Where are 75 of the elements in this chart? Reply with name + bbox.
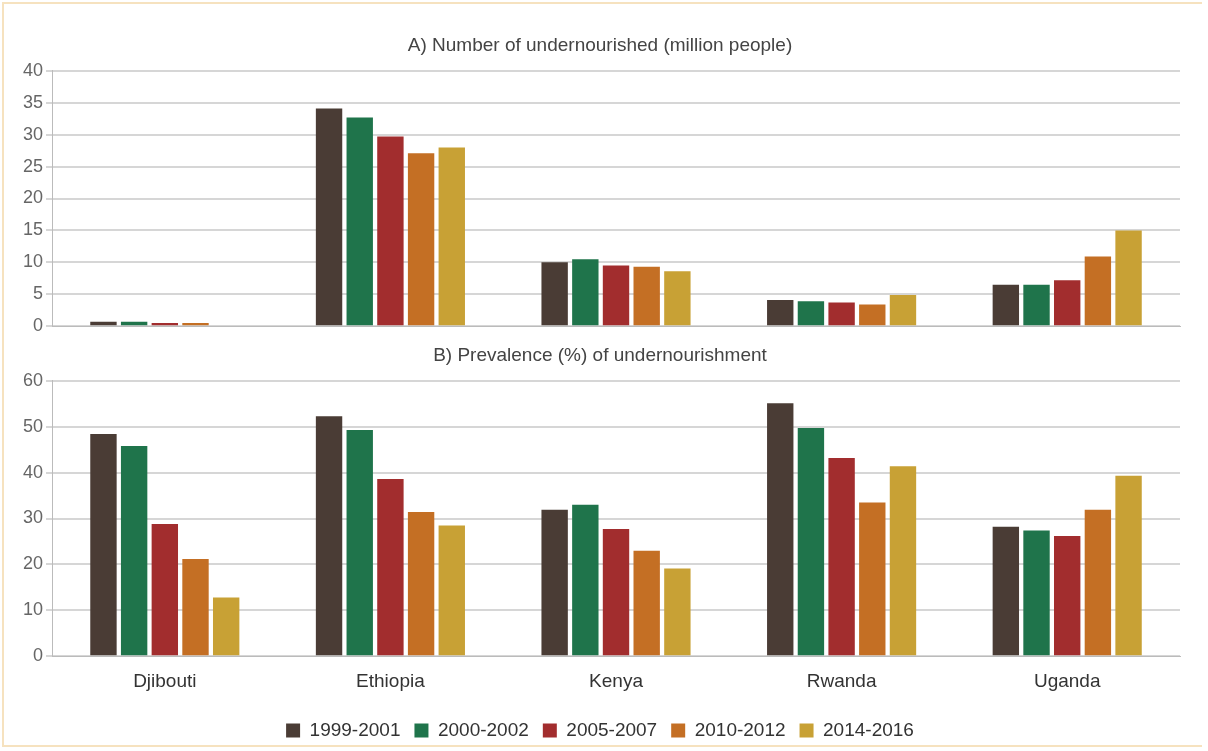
bar <box>438 525 465 656</box>
y-tick-label: 60 <box>22 369 44 390</box>
bar <box>182 323 209 326</box>
y-tick-label: 40 <box>22 461 44 482</box>
y-tick-label: 25 <box>22 155 44 176</box>
y-tick-label: 30 <box>22 123 44 144</box>
bar <box>889 294 917 326</box>
bar <box>1054 535 1081 656</box>
bar <box>407 153 435 326</box>
bar <box>315 108 343 326</box>
bar <box>828 302 855 326</box>
bar <box>572 504 599 656</box>
bar <box>1054 280 1081 326</box>
bar <box>1084 509 1112 656</box>
bar <box>828 457 855 656</box>
bar <box>182 558 209 656</box>
bar <box>664 568 691 656</box>
bar <box>859 502 886 656</box>
legend-label: 2014-2016 <box>823 718 914 740</box>
bar <box>151 323 179 326</box>
bar <box>1115 475 1142 656</box>
legend-label: 1999-2001 <box>309 718 401 740</box>
bar <box>1023 530 1050 656</box>
y-tick-label: 15 <box>22 219 44 240</box>
bar <box>633 266 660 326</box>
x-tick-label: Ethiopia <box>356 669 426 691</box>
legend-label: 2000-2002 <box>437 718 529 740</box>
y-tick-label: 10 <box>22 251 44 272</box>
bar <box>346 117 373 326</box>
bar <box>120 445 148 656</box>
bar <box>1115 230 1142 326</box>
bar <box>767 403 794 656</box>
y-tick-label: 10 <box>22 599 44 620</box>
bar <box>90 434 117 656</box>
legend-label: 2005-2007 <box>566 718 658 740</box>
bar <box>377 479 404 656</box>
bar <box>992 284 1020 326</box>
legend-label: 2010-2012 <box>694 718 786 740</box>
bar <box>315 416 343 656</box>
x-tick-label: Uganda <box>1033 669 1101 691</box>
bar <box>438 147 465 326</box>
bar <box>602 265 630 326</box>
x-tick-label: Rwanda <box>806 669 877 691</box>
bar <box>1023 284 1050 326</box>
bar <box>151 524 179 656</box>
bar <box>992 526 1020 656</box>
bar <box>859 304 886 326</box>
bar <box>797 301 825 326</box>
bar <box>377 136 404 326</box>
bar <box>346 429 373 656</box>
bar <box>767 300 794 326</box>
bar <box>633 550 660 656</box>
bar <box>797 428 825 656</box>
x-tick-label: Kenya <box>589 669 644 691</box>
y-tick-label: 0 <box>33 645 44 666</box>
bar <box>602 529 630 656</box>
bar <box>572 259 599 326</box>
bar <box>541 509 568 656</box>
y-tick-label: 50 <box>22 415 44 436</box>
y-tick-label: 35 <box>22 91 44 112</box>
y-tick-label: 5 <box>33 283 44 304</box>
bar <box>664 271 691 326</box>
y-tick-label: 30 <box>22 507 44 528</box>
x-tick-label: Djibouti <box>133 669 197 691</box>
y-tick-label: 20 <box>22 187 44 208</box>
bar <box>541 262 568 326</box>
bar <box>212 597 240 656</box>
bar <box>1084 256 1112 326</box>
bar <box>407 512 435 656</box>
y-tick-label: 40 <box>22 59 44 80</box>
y-tick-label: 20 <box>22 553 44 574</box>
bar <box>889 466 917 656</box>
chart-title: A) Number of undernourished (million people) <box>407 33 793 55</box>
chart-title: B) Prevalence (%) of undernourishment <box>433 343 768 365</box>
y-tick-label: 0 <box>33 315 44 336</box>
